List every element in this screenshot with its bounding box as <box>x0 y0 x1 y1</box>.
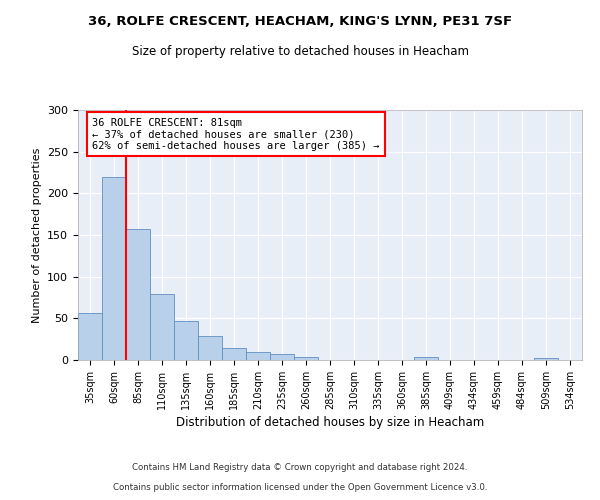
Bar <box>174 321 198 360</box>
Bar <box>270 354 294 360</box>
X-axis label: Distribution of detached houses by size in Heacham: Distribution of detached houses by size … <box>176 416 484 429</box>
Bar <box>150 294 174 360</box>
Text: Size of property relative to detached houses in Heacham: Size of property relative to detached ho… <box>131 45 469 58</box>
Bar <box>222 348 246 360</box>
Bar <box>126 229 150 360</box>
Bar <box>246 352 270 360</box>
Bar <box>414 356 438 360</box>
Bar <box>102 176 126 360</box>
Y-axis label: Number of detached properties: Number of detached properties <box>32 148 41 322</box>
Bar <box>78 312 102 360</box>
Text: 36 ROLFE CRESCENT: 81sqm
← 37% of detached houses are smaller (230)
62% of semi-: 36 ROLFE CRESCENT: 81sqm ← 37% of detach… <box>92 118 380 150</box>
Text: 36, ROLFE CRESCENT, HEACHAM, KING'S LYNN, PE31 7SF: 36, ROLFE CRESCENT, HEACHAM, KING'S LYNN… <box>88 15 512 28</box>
Text: Contains HM Land Registry data © Crown copyright and database right 2024.: Contains HM Land Registry data © Crown c… <box>132 464 468 472</box>
Bar <box>534 358 558 360</box>
Bar <box>294 356 318 360</box>
Bar <box>198 336 222 360</box>
Text: Contains public sector information licensed under the Open Government Licence v3: Contains public sector information licen… <box>113 484 487 492</box>
